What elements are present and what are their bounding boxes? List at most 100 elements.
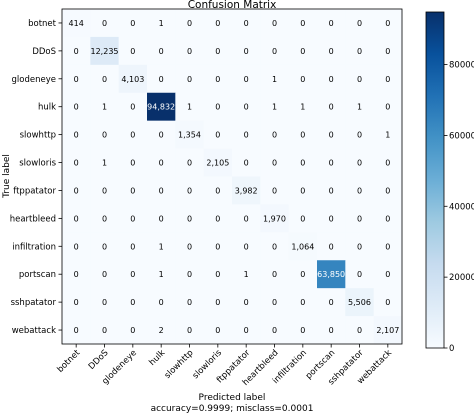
heatmap-cell (90, 288, 119, 317)
heatmap-cell (345, 204, 374, 233)
heatmap-cell (260, 288, 289, 317)
heatmap-cell (288, 288, 318, 317)
heatmap-cell (175, 232, 204, 261)
heatmap-cell (147, 232, 176, 261)
heatmap-cell (147, 148, 176, 177)
y-tick-label: hulk (38, 103, 56, 113)
heatmap-cell (373, 36, 403, 66)
cell-value-label: 0 (300, 131, 305, 140)
plot-frame (61, 8, 403, 345)
cell-value-label: 1 (102, 159, 107, 168)
cell-value-label: 0 (130, 19, 135, 28)
cell-value-label: 0 (187, 75, 192, 84)
colorbar-ticks: 0 20000 40000 60000 80000 (444, 61, 474, 354)
cell-value-label: 0 (357, 47, 362, 56)
heatmap-cell (90, 204, 119, 233)
heatmap-cell (288, 232, 318, 261)
cell-value-label: 0 (385, 270, 390, 279)
heatmap-cell (232, 176, 261, 205)
heatmap-cell (90, 92, 119, 121)
y-tick-label: sshpatator (11, 298, 57, 308)
cell-value-label: 0 (385, 159, 390, 168)
heatmap-cell (260, 36, 289, 66)
heatmap-cell (118, 120, 148, 149)
cell-value-label: 0 (385, 103, 390, 112)
cell-value-label: 0 (300, 270, 305, 279)
cell-value-label: 0 (102, 186, 107, 195)
colorbar-tick-label: 20000 (449, 273, 474, 283)
heatmap-cell (175, 204, 204, 233)
heatmap-cell (118, 232, 148, 261)
heatmap-cell (203, 36, 233, 66)
cell-value-label: 0 (385, 19, 390, 28)
cell-value-label: 0 (357, 242, 362, 251)
heatmap-cell (260, 176, 289, 205)
heatmap-cell (373, 64, 403, 94)
heatmap-cell (175, 288, 204, 317)
accuracy-note: accuracy=0.9999; misclass=0.0001 (151, 404, 314, 414)
cell-value-label: 0 (272, 326, 277, 335)
heatmap-cell (317, 148, 346, 177)
heatmap-cell (232, 92, 261, 121)
heatmap-cell (90, 64, 119, 94)
cell-value-label: 0 (74, 242, 79, 251)
cell-value-label: 0 (187, 214, 192, 223)
heatmap-cell (373, 9, 403, 38)
cell-value-label: 0 (159, 75, 164, 84)
heatmap-cell (288, 92, 318, 121)
heatmap-cell (232, 120, 261, 149)
cell-value-label: 0 (130, 270, 135, 279)
heatmap-cell (203, 92, 233, 121)
cell-value-label: 0 (130, 47, 135, 56)
cell-value-label: 3,982 (235, 186, 258, 195)
heatmap-cell (288, 316, 318, 345)
x-tick-label: hulk (147, 348, 167, 368)
y-tick-label: DDoS (32, 47, 56, 57)
y-tick-label: glodeneye (12, 75, 56, 85)
chart-title: Confusion Matrix (188, 0, 277, 11)
heatmap-cell (232, 316, 261, 345)
y-tick-label: heartbleed (10, 214, 56, 224)
heatmap-cell (62, 232, 91, 261)
cell-value-label: 0 (102, 131, 107, 140)
colorbar (425, 11, 445, 349)
cell-value-label: 0 (329, 19, 334, 28)
cell-value-label: 0 (357, 131, 362, 140)
cell-value-label: 0 (300, 19, 305, 28)
heatmap-cell (373, 316, 403, 345)
y-tick-label: infiltration (12, 242, 56, 252)
heatmap-cell (175, 92, 204, 121)
cell-value-label: 4,103 (121, 75, 144, 84)
y-tick-label: slowhttp (20, 131, 56, 141)
heatmap-cell (90, 232, 119, 261)
heatmap-cell (317, 260, 346, 289)
heatmap-cell (203, 148, 233, 177)
cell-value-label: 0 (272, 270, 277, 279)
cell-value-label: 0 (187, 186, 192, 195)
heatmap-cell (147, 288, 176, 317)
heatmap-cell (345, 260, 374, 289)
cell-value-label: 0 (329, 75, 334, 84)
heatmap-cell (345, 9, 374, 38)
heatmap-cell (260, 92, 289, 121)
heatmap-cell (118, 9, 148, 38)
heatmap-cell (345, 36, 374, 66)
cell-value-label: 0 (187, 298, 192, 307)
heatmap-cell (288, 176, 318, 205)
cell-value-label: 0 (159, 214, 164, 223)
heatmap-cell (260, 316, 289, 345)
heatmap-cell (373, 176, 403, 205)
heatmap-cell (373, 204, 403, 233)
cell-value-label: 0 (272, 186, 277, 195)
x-tick-label: DDoS (87, 348, 111, 372)
heatmap-cell (90, 120, 119, 149)
heatmap-cell (288, 9, 318, 38)
cell-value-label: 0 (215, 270, 220, 279)
heatmap-cell (175, 316, 204, 345)
heatmap-cell (260, 120, 289, 149)
heatmap-cell (90, 176, 119, 205)
heatmap-cell (288, 120, 318, 149)
cell-value-label: 0 (130, 326, 135, 335)
cell-value-label: 0 (102, 326, 107, 335)
heatmap-cell (317, 120, 346, 149)
